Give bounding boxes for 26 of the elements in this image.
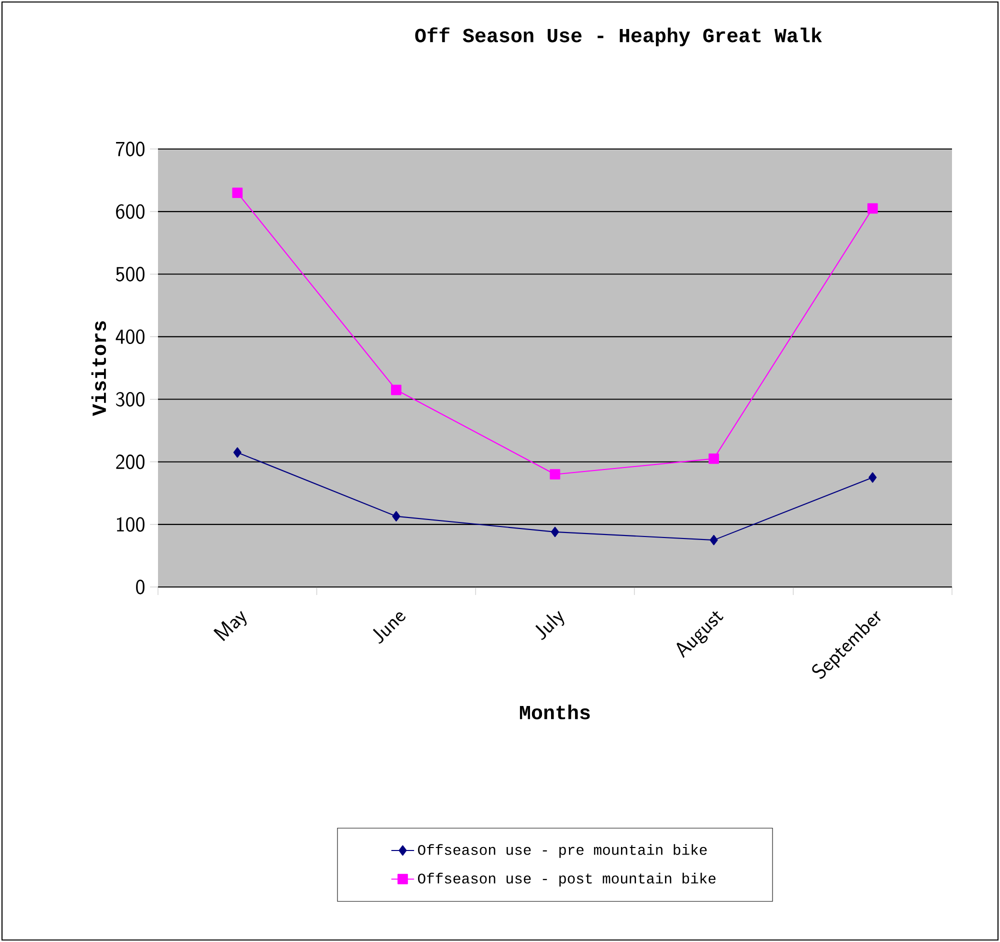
y-tick-label: 400 [116, 329, 144, 344]
y-tick-label: 700 [116, 142, 144, 156]
y-axis-title: Visitors [91, 321, 106, 416]
x-tick-label: July [535, 610, 564, 640]
point [550, 469, 560, 480]
chart-title: Off Season Use - Heaphy Great Walk [415, 27, 822, 46]
point [392, 511, 400, 522]
x-tick-label: May [213, 610, 247, 642]
point [391, 384, 402, 396]
y-tick-label: 200 [116, 454, 144, 470]
point [232, 188, 243, 198]
point [550, 526, 560, 538]
legend-label: Offseason use - post mountain bike [418, 872, 716, 886]
point [710, 534, 718, 546]
y-tick-label: 500 [116, 266, 144, 282]
point [233, 447, 242, 458]
y-tick-label: 100 [117, 517, 144, 532]
point [867, 203, 878, 214]
x-axis-title: Months [520, 704, 590, 720]
y-tick-label: 600 [116, 204, 144, 219]
point [868, 472, 877, 483]
y-tick-label: 0 [136, 580, 144, 594]
point [708, 454, 719, 464]
y-tick-label: 300 [116, 392, 144, 407]
legend-label: Offseason use - pre mountain bike [418, 844, 707, 858]
x-tick-label: June [372, 612, 406, 644]
